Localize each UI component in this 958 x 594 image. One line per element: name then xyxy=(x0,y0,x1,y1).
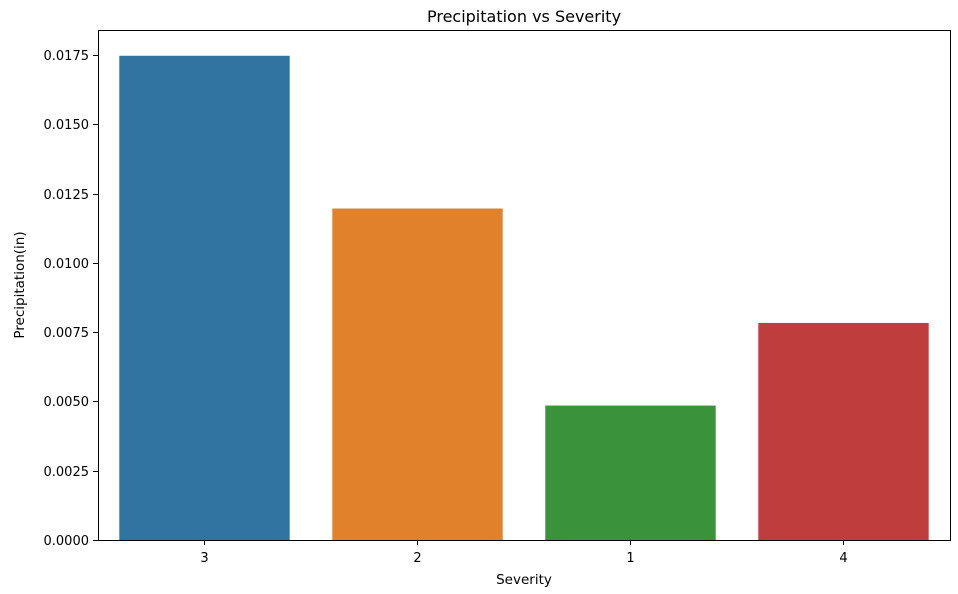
bar-severity-2 xyxy=(332,208,503,540)
y-tick-label: 0.0175 xyxy=(44,49,90,64)
bar-severity-3 xyxy=(119,55,290,541)
bars-layer xyxy=(119,55,929,541)
y-tick-label: 0.0150 xyxy=(44,118,90,133)
x-tick-label: 4 xyxy=(839,551,847,566)
x-tick-label: 2 xyxy=(413,551,421,566)
x-tick-label: 1 xyxy=(626,551,634,566)
y-tick-label: 0.0000 xyxy=(44,534,90,549)
x-tick-label: 3 xyxy=(200,551,208,566)
y-tick-label: 0.0125 xyxy=(44,188,90,203)
y-tick-label: 0.0025 xyxy=(44,465,90,480)
bar-severity-4 xyxy=(758,322,929,540)
chart-title: Precipitation vs Severity xyxy=(427,7,621,26)
y-tick-label: 0.0050 xyxy=(44,395,90,410)
x-axis-label: Severity xyxy=(496,572,552,588)
y-axis: 0.0000 0.0025 0.0050 0.0075 0.0100 0.0125 0.01… xyxy=(44,49,98,549)
bar-severity-1 xyxy=(545,405,716,540)
y-tick-label: 0.0100 xyxy=(44,257,90,272)
y-tick-label: 0.0075 xyxy=(44,326,90,341)
x-axis: 3 2 1 4 xyxy=(200,540,848,566)
y-axis-label: Precipitation(in) xyxy=(12,231,28,338)
plot-frame xyxy=(98,30,951,541)
